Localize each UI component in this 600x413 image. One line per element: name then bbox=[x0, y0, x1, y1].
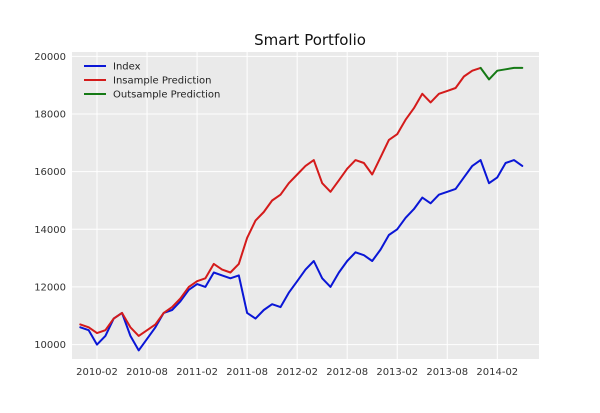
series-line-index bbox=[79, 159, 524, 352]
y-tick-label: 14000 bbox=[34, 225, 66, 236]
plot-background bbox=[72, 52, 539, 359]
x-tick-label: 2014-02 bbox=[476, 367, 518, 378]
legend: Index Insample Prediction Outsample Predic… bbox=[84, 62, 220, 101]
x-tick-label: 2012-08 bbox=[326, 367, 368, 378]
grid bbox=[72, 52, 539, 359]
y-tick-label: 16000 bbox=[34, 167, 66, 178]
series-line-outsample-prediction bbox=[479, 66, 524, 81]
x-tick-label: 2012-02 bbox=[276, 367, 318, 378]
x-axis: 2010-02 2010-08 2011-02 2011-08 2012-02 2012-… bbox=[76, 367, 518, 378]
x-tick-label: 2010-02 bbox=[76, 367, 118, 378]
x-tick-label: 2010-08 bbox=[126, 367, 168, 378]
legend-label-insample-prediction: Insample Prediction bbox=[113, 76, 212, 87]
legend-label-index: Index bbox=[113, 62, 141, 73]
x-tick-label: 2013-08 bbox=[426, 367, 468, 378]
x-tick-label: 2011-08 bbox=[226, 367, 268, 378]
y-tick-label: 18000 bbox=[34, 109, 66, 120]
chart-title: Smart Portfolio bbox=[254, 31, 366, 49]
y-tick-label: 12000 bbox=[34, 282, 66, 293]
x-tick-label: 2011-02 bbox=[176, 367, 218, 378]
series-line-insample-prediction bbox=[79, 66, 482, 337]
legend-label-outsample-prediction: Outsample Prediction bbox=[113, 90, 220, 101]
y-tick-label: 20000 bbox=[34, 52, 66, 63]
series-group bbox=[79, 66, 524, 352]
y-tick-label: 10000 bbox=[34, 340, 66, 351]
y-axis: 10000 12000 14000 16000 18000 20000 bbox=[34, 52, 66, 351]
x-tick-label: 2013-02 bbox=[376, 367, 418, 378]
